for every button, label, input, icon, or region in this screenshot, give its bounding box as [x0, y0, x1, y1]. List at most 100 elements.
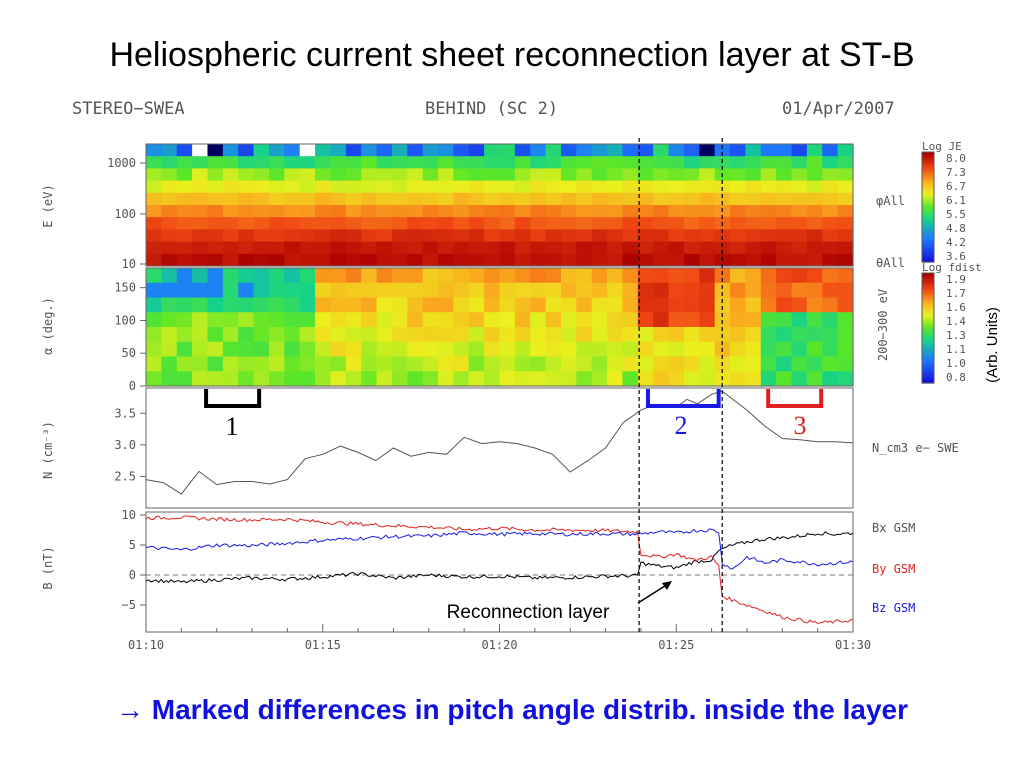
- bracket-3: [766, 389, 824, 408]
- colorbar-fdist-segment: [922, 358, 934, 362]
- spectrogram-cell: [268, 156, 285, 169]
- spectrogram-cell: [361, 192, 378, 206]
- time-axis: 01:10 01:15 01:20 01:25 01:30: [128, 624, 871, 652]
- spectrogram-cell: [438, 229, 454, 243]
- spectrogram-cell: [791, 144, 808, 157]
- spectrogram-cell: [806, 156, 823, 169]
- pitch-angle-cell: [668, 297, 685, 313]
- spectrogram-cell: [776, 192, 793, 206]
- spectrogram-cell: [268, 192, 285, 206]
- pitch-angle-cell: [530, 341, 547, 358]
- pitch-angle-cell: [484, 297, 501, 313]
- spectrogram-cell: [837, 253, 854, 267]
- pitch-angle-cell: [238, 327, 255, 343]
- pitch-angle-cell: [146, 282, 162, 299]
- spectrogram-cell: [253, 192, 270, 206]
- spectrogram-cell: [637, 229, 654, 243]
- spectrogram-cell: [576, 180, 593, 194]
- spectrogram-cell: [683, 241, 700, 255]
- pitch-angle-cell: [192, 282, 209, 299]
- spectrogram-cell: [284, 192, 301, 206]
- pitch-angle-cell: [422, 327, 439, 343]
- spectrogram-cell: [330, 229, 347, 243]
- pitch-angle-cell: [376, 371, 393, 387]
- pitch-angle-cell: [822, 341, 839, 358]
- pitch-angle-cell: [176, 282, 193, 299]
- pitch-angle-cell: [207, 297, 224, 313]
- spectrogram-cell: [576, 156, 593, 169]
- density-ylabel: N (cm⁻³): [41, 421, 55, 479]
- pitch-angle-cell: [499, 371, 516, 387]
- spectrogram-cell: [161, 205, 178, 218]
- colorbar-fdist-segment: [922, 341, 934, 346]
- pitch-angle-cell: [268, 371, 285, 387]
- spectrogram-cell: [176, 144, 193, 157]
- pitch-angle-cell: [776, 356, 793, 372]
- pitch-angle-cell: [268, 297, 285, 313]
- pitch-angle-cell: [837, 312, 854, 328]
- spectrogram-cell: [683, 205, 700, 218]
- spectrogram-cell: [530, 192, 547, 206]
- spectrogram-cell: [791, 168, 808, 182]
- pitch-angle-cell: [361, 371, 378, 387]
- spectrogram-cell: [776, 180, 793, 194]
- spectrogram-cell: [222, 180, 239, 194]
- spectrogram-cell: [284, 144, 301, 157]
- spectrogram-cell: [453, 156, 470, 169]
- pitch-angle-cell: [699, 268, 716, 284]
- pitch-angle-cell: [791, 268, 808, 284]
- pitch-angle-cell: [284, 341, 301, 358]
- spectrogram-cell: [683, 217, 700, 230]
- pitch-angle-cell: [607, 371, 624, 387]
- pitch-angle-cell: [161, 282, 178, 299]
- colorbar-je-segment: [922, 259, 934, 263]
- colorbar-fdist-segment: [922, 369, 934, 373]
- spectrogram-cell: [468, 192, 485, 206]
- colorbar-je-segment: [922, 248, 934, 252]
- spectrogram-cell: [253, 168, 270, 182]
- pitch-angle-cell: [668, 282, 685, 299]
- pitch-angle-cell: [299, 268, 316, 284]
- density-ytick-label: 3.5: [114, 406, 136, 420]
- spectrogram-cell: [192, 241, 209, 255]
- colorbar-je-segment: [922, 154, 934, 159]
- pitch-angle-cell: [622, 268, 639, 284]
- pitch-angle-cell: [560, 268, 577, 284]
- spectrogram-cell: [284, 217, 301, 230]
- pitch-angle-cell: [683, 356, 700, 372]
- pitch-angle-cell: [791, 341, 808, 358]
- spectrogram-cell: [161, 156, 178, 169]
- pitch-angle-cell: [591, 297, 608, 313]
- pitch-angle-cell: [438, 356, 454, 372]
- spectrogram-cell: [315, 156, 332, 169]
- pitch-angle-cell: [268, 282, 285, 299]
- spectrogram-cell: [591, 156, 608, 169]
- spectrogram-cell: [576, 241, 593, 255]
- spectrogram-cell: [330, 253, 347, 267]
- spectrogram-cell: [207, 156, 224, 169]
- spectrogram-cell: [315, 168, 332, 182]
- spectrogram-cell: [822, 180, 839, 194]
- pitch-angle-cell: [268, 356, 285, 372]
- pitch-angle-cell: [299, 297, 316, 313]
- pitch-angle-cell: [453, 327, 470, 343]
- pitch-angle-cell: [776, 297, 793, 313]
- spectrogram-cell: [222, 217, 239, 230]
- pitch-angle-cell: [622, 341, 639, 358]
- pitch-angle-cell: [391, 356, 408, 372]
- spectrogram-cell: [468, 180, 485, 194]
- pitch-angle-cell: [238, 312, 255, 328]
- colorbar-fdist-segment: [922, 300, 934, 304]
- colorbar-fdist-segment: [922, 361, 934, 365]
- spectrogram-cell: [776, 217, 793, 230]
- spectrogram-cell: [207, 229, 224, 243]
- spectrogram-cell: [468, 205, 485, 218]
- pitch-angle-cell: [407, 356, 424, 372]
- spectrogram-cell: [361, 168, 378, 182]
- spectrogram-cell: [637, 180, 654, 194]
- spectrogram-cell: [576, 192, 593, 206]
- pitch-angle-cell: [653, 297, 670, 313]
- spectrogram-cell: [730, 144, 747, 157]
- spectrogram-cell: [699, 192, 716, 206]
- colorbar-fdist-segment: [922, 336, 934, 340]
